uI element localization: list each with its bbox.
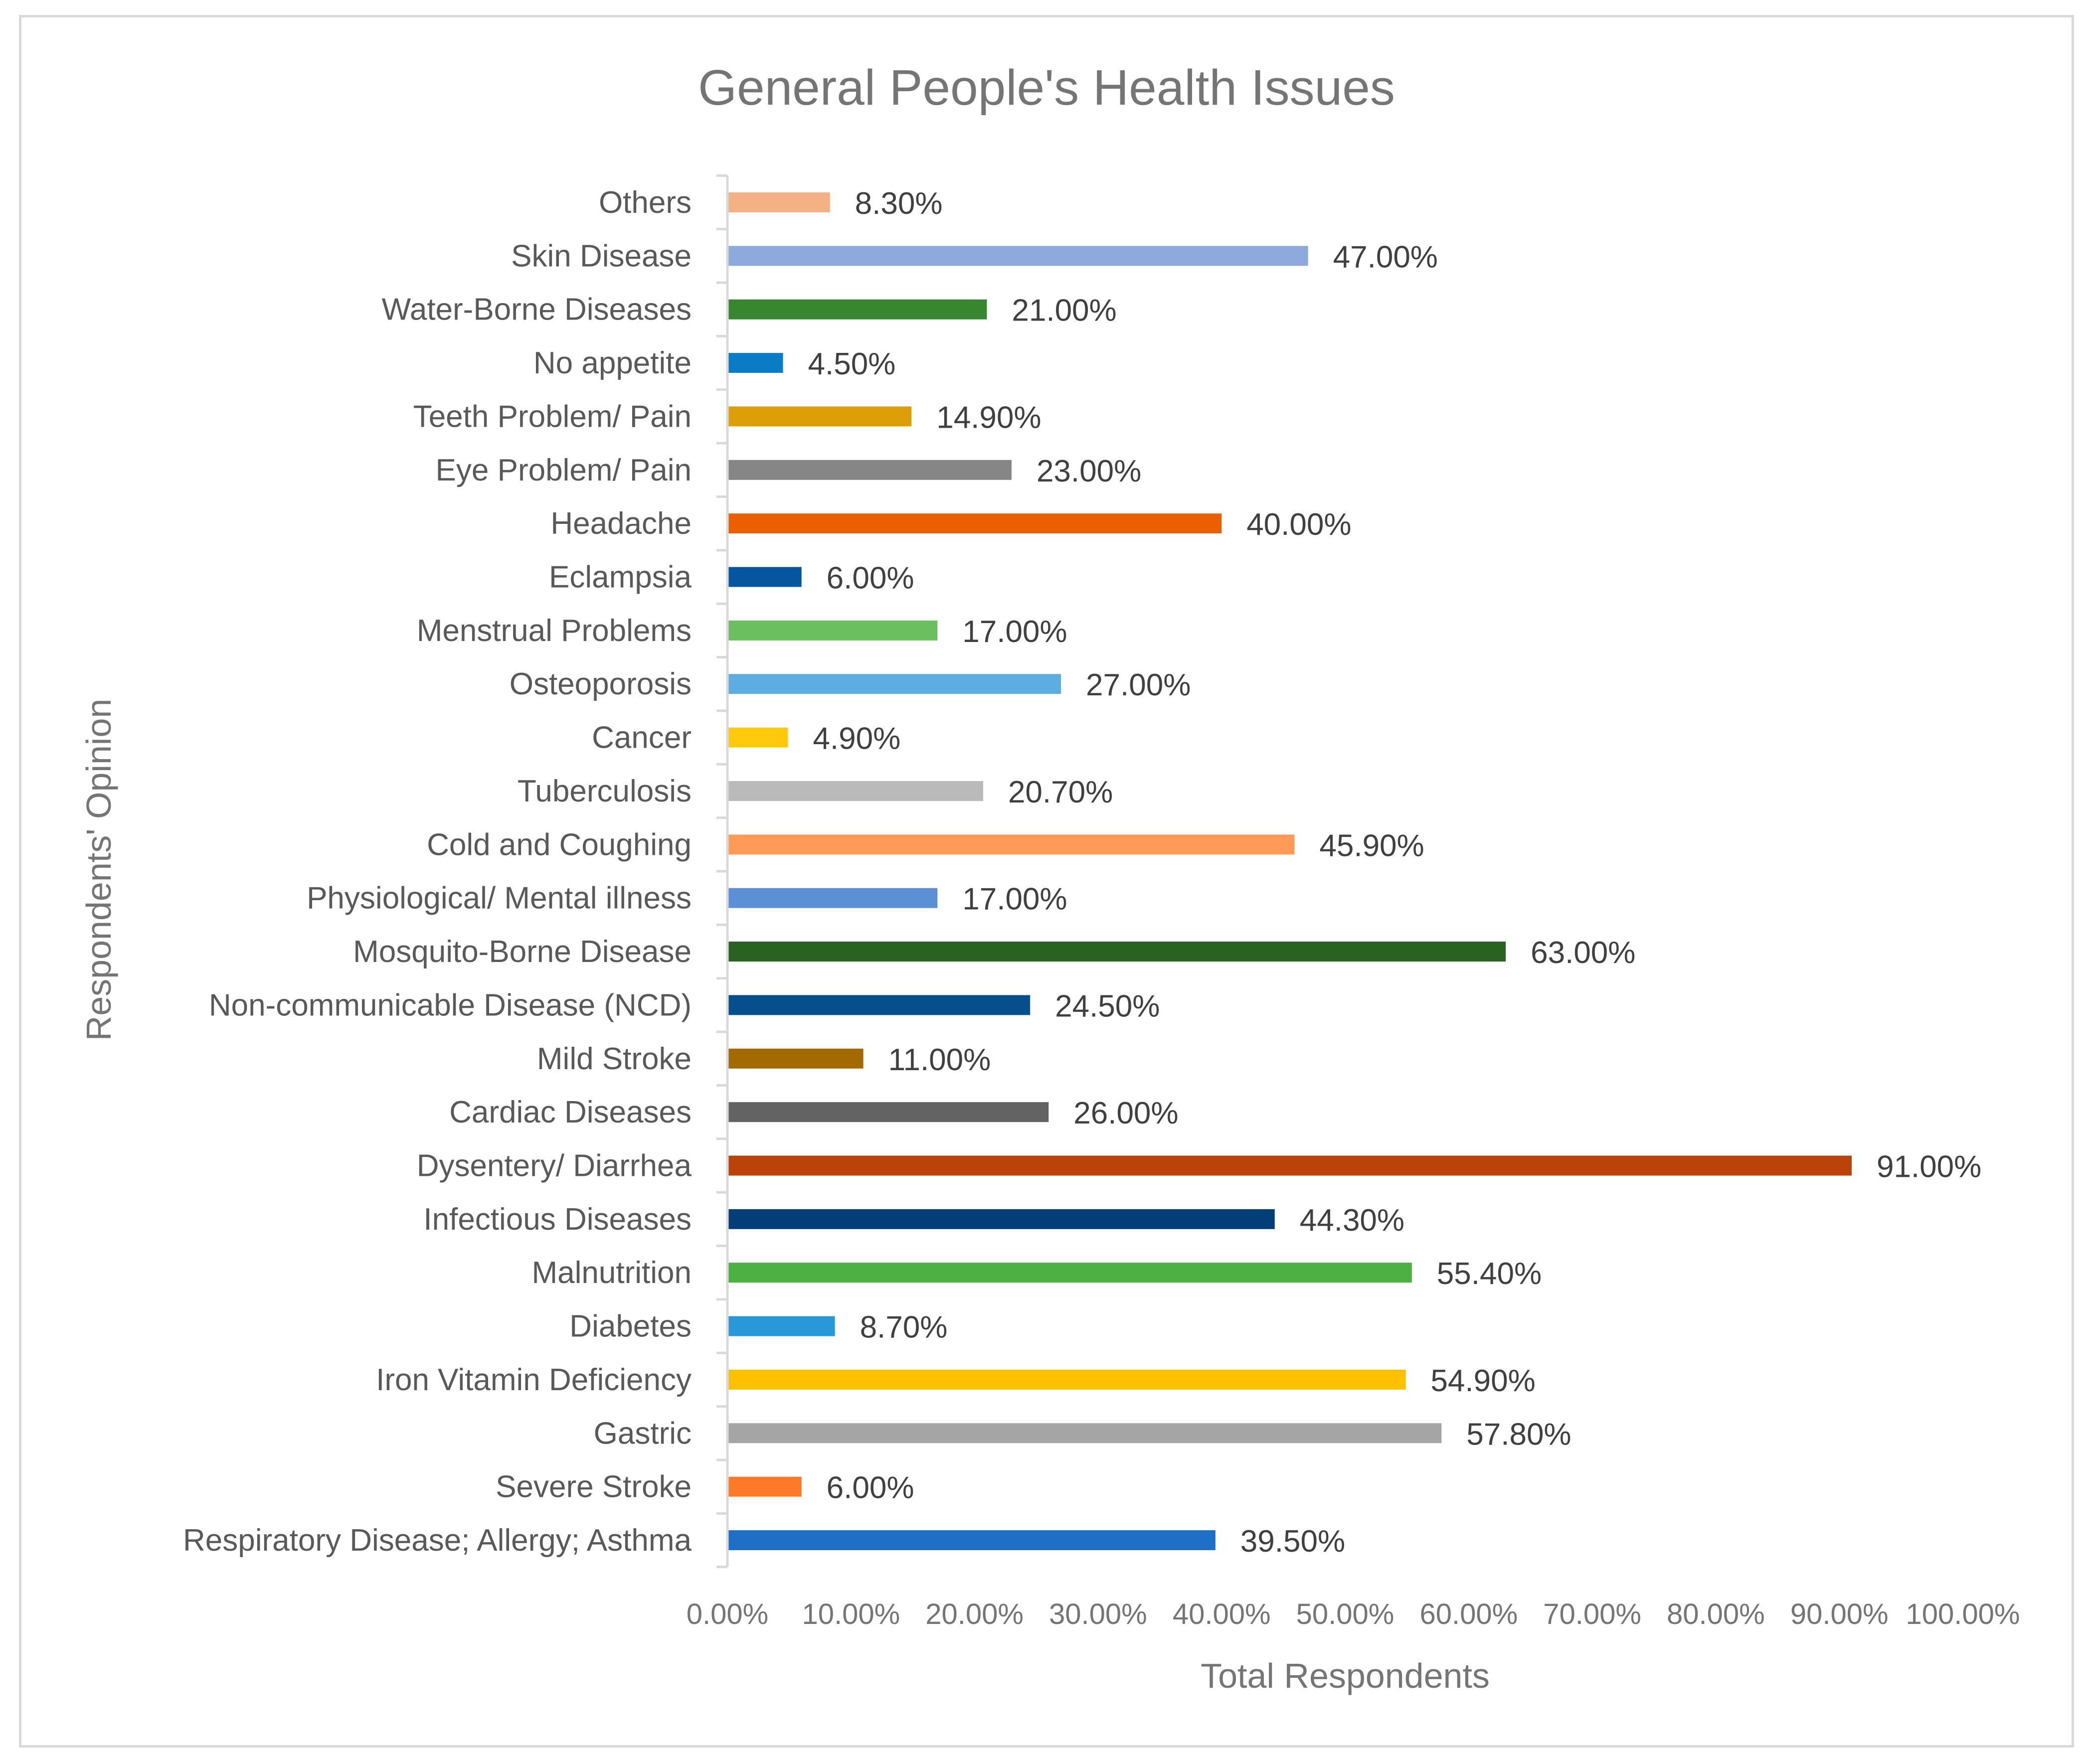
x-tick-label: 20.00% xyxy=(925,1598,1024,1630)
y-axis-title: Respondents' Opinion xyxy=(79,699,118,1041)
data-label: 27.00% xyxy=(1086,668,1191,702)
bar xyxy=(727,406,912,427)
bar xyxy=(727,1316,835,1336)
bar xyxy=(727,1263,1412,1283)
x-tick-label: 90.00% xyxy=(1790,1598,1889,1630)
x-tick-label: 60.00% xyxy=(1419,1598,1518,1630)
category-label: Mild Stroke xyxy=(537,1042,692,1076)
data-label: 26.00% xyxy=(1073,1096,1178,1130)
bar xyxy=(727,299,987,320)
category-labels: Others Skin Disease Water-Borne Diseases No… xyxy=(183,185,692,1558)
bar xyxy=(727,567,802,587)
data-label: 21.00% xyxy=(1012,294,1116,328)
category-label: Osteoporosis xyxy=(510,667,692,701)
category-label: Infectious Diseases xyxy=(423,1202,692,1237)
bar xyxy=(727,674,1061,694)
data-label: 14.90% xyxy=(936,400,1041,435)
category-label: Respiratory Disease; Allergy; Asthma xyxy=(183,1523,692,1558)
data-label: 24.50% xyxy=(1055,989,1160,1023)
data-label: 39.50% xyxy=(1240,1524,1345,1559)
x-tick-label: 30.00% xyxy=(1049,1598,1147,1630)
bar xyxy=(727,995,1031,1015)
data-label: 40.00% xyxy=(1246,507,1351,542)
category-label: Eclampsia xyxy=(549,560,692,595)
category-label: Cardiac Diseases xyxy=(449,1095,692,1129)
category-label: Dysentery/ Diarrhea xyxy=(417,1148,692,1183)
category-label: Skin Disease xyxy=(511,239,692,273)
x-tick-label: 70.00% xyxy=(1543,1598,1641,1630)
data-label: 45.90% xyxy=(1319,828,1424,863)
data-label: 4.90% xyxy=(813,722,900,756)
bar xyxy=(727,942,1506,962)
data-label: 44.30% xyxy=(1300,1203,1404,1238)
category-label: Gastric xyxy=(594,1416,692,1450)
data-label: 20.70% xyxy=(1008,775,1113,809)
category-label: Non-communicable Disease (NCD) xyxy=(209,988,692,1022)
x-tick-label: 50.00% xyxy=(1296,1598,1395,1630)
chart-frame xyxy=(19,15,2074,1748)
data-label: 11.00% xyxy=(888,1043,991,1077)
category-label: Physiological/ Mental illness xyxy=(307,881,692,916)
data-label: 63.00% xyxy=(1531,936,1635,970)
category-label: Tuberculosis xyxy=(518,774,692,808)
data-label: 47.00% xyxy=(1333,240,1438,274)
x-axis-tick-labels: 0.00% 10.00% 20.00% 30.00% 40.00% 50.00% 60.00… xyxy=(687,1598,2020,1630)
category-label: Water-Borne Diseases xyxy=(382,293,692,327)
x-axis-title: Total Respondents xyxy=(1201,1656,1490,1695)
category-label: Headache xyxy=(550,506,692,541)
data-label: 91.00% xyxy=(1877,1149,1981,1184)
bars-layer xyxy=(727,192,1852,1550)
data-label: 6.00% xyxy=(827,561,914,596)
bar xyxy=(727,620,938,641)
data-label: 8.30% xyxy=(855,186,943,221)
x-tick-label: 80.00% xyxy=(1667,1598,1765,1630)
bar xyxy=(727,781,983,801)
category-label: Others xyxy=(599,185,692,220)
category-label: Mosquito-Borne Disease xyxy=(353,935,692,969)
value-labels: 8.30% 47.00% 21.00% 4.50% 14.90% 23.00% 40.00%… xyxy=(808,186,1982,1559)
category-label: Cancer xyxy=(592,721,692,755)
bar xyxy=(727,1423,1442,1443)
category-label: Malnutrition xyxy=(532,1256,692,1290)
category-label: No appetite xyxy=(533,346,692,380)
x-tick-label: 10.00% xyxy=(802,1598,900,1630)
x-tick-label: 0.00% xyxy=(687,1598,768,1630)
data-label: 17.00% xyxy=(962,882,1067,917)
data-label: 8.70% xyxy=(860,1310,948,1345)
bar xyxy=(727,1530,1216,1550)
bar xyxy=(727,1476,802,1497)
bar xyxy=(727,246,1308,266)
bar xyxy=(727,727,788,748)
category-label: Cold and Coughing xyxy=(427,827,692,862)
y-axis xyxy=(716,174,729,1569)
data-label: 23.00% xyxy=(1037,454,1141,488)
category-label: Teeth Problem/ Pain xyxy=(413,399,692,434)
bar xyxy=(727,888,938,908)
data-label: 4.50% xyxy=(808,347,896,381)
category-label: Iron Vitamin Deficiency xyxy=(376,1363,692,1397)
x-tick-label: 40.00% xyxy=(1173,1598,1271,1630)
bar xyxy=(727,1155,1852,1176)
data-label: 17.00% xyxy=(962,615,1067,649)
x-tick-label: 100.00% xyxy=(1906,1598,2020,1630)
bar xyxy=(727,353,783,373)
bar xyxy=(727,1369,1406,1390)
chart-title: General People's Health Issues xyxy=(698,60,1395,116)
category-label: Eye Problem/ Pain xyxy=(436,453,692,487)
bar xyxy=(727,1209,1275,1229)
bar xyxy=(727,513,1222,534)
bar xyxy=(727,1102,1049,1123)
category-label: Menstrual Problems xyxy=(417,614,692,648)
category-label: Diabetes xyxy=(569,1309,692,1344)
data-label: 54.90% xyxy=(1430,1364,1535,1398)
category-label: Severe Stroke xyxy=(496,1470,692,1504)
data-label: 57.80% xyxy=(1466,1417,1571,1451)
data-label: 6.00% xyxy=(827,1471,914,1505)
bar xyxy=(727,834,1295,855)
bar xyxy=(727,460,1012,480)
bar xyxy=(727,1048,864,1069)
data-label: 55.40% xyxy=(1437,1257,1542,1291)
bar xyxy=(727,192,830,212)
